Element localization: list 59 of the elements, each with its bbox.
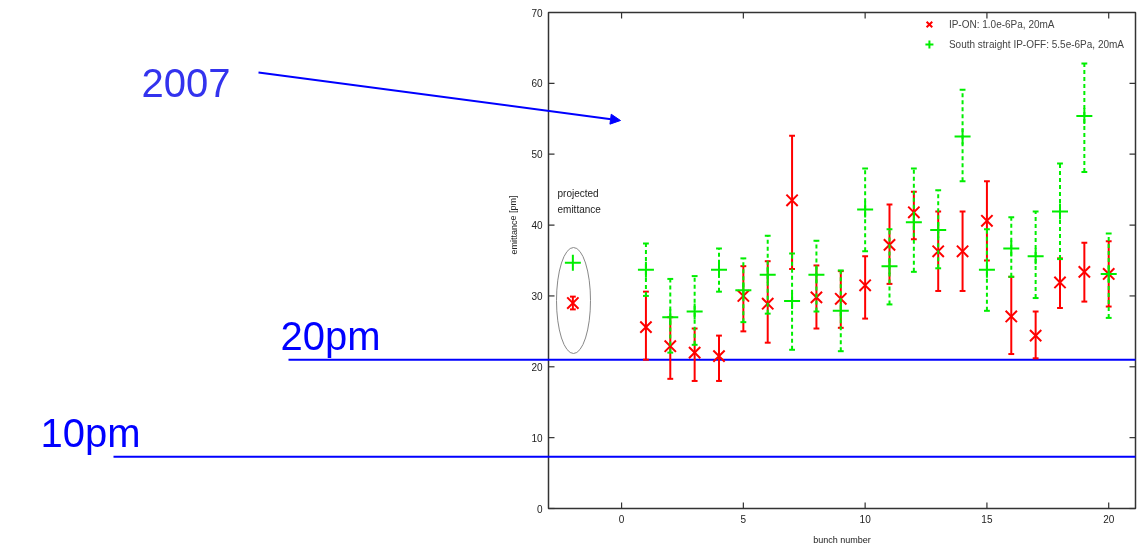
- point: [661, 308, 680, 327]
- point: [1028, 328, 1043, 343]
- legend-label: South straight IP-OFF: 5.5e-6Pa, 20mA: [948, 38, 1124, 50]
- point: [807, 265, 826, 284]
- x-tick-label: 0: [618, 513, 625, 525]
- point: [1077, 265, 1092, 279]
- text: 2007: [141, 60, 231, 105]
- point: [977, 260, 996, 279]
- point: [712, 349, 726, 363]
- point: [636, 260, 655, 279]
- y-tick-label: 20: [531, 361, 543, 373]
- point: [1075, 106, 1094, 125]
- y-tick-label: 40: [531, 220, 543, 232]
- y-tick-label: 30: [531, 290, 543, 302]
- y-tick-label: 70: [531, 7, 543, 19]
- legend-label: IP-ON: 1.0e-6Pa, 20mA: [948, 18, 1055, 30]
- point: [882, 238, 897, 252]
- ref-line-label: 10pm: [40, 410, 141, 455]
- point: [758, 265, 777, 284]
- point: [1004, 309, 1018, 324]
- point: [953, 127, 972, 146]
- x-tick-label: 10: [859, 513, 872, 525]
- annotation: projected emittance: [557, 187, 602, 215]
- point: [904, 213, 923, 232]
- point: [880, 257, 899, 276]
- x-tick-label: 20: [1103, 513, 1115, 525]
- point: [831, 301, 850, 320]
- point: [1053, 275, 1067, 290]
- point: [736, 289, 751, 303]
- point: [809, 290, 824, 304]
- point: [761, 297, 775, 311]
- point: [834, 292, 848, 306]
- point: [1002, 239, 1021, 258]
- point: [1026, 247, 1045, 266]
- point: [639, 320, 653, 334]
- point: [929, 221, 948, 240]
- x-tick-label: 5: [740, 513, 747, 525]
- point: [687, 345, 702, 360]
- point: [955, 244, 970, 258]
- point: [563, 253, 582, 272]
- x-axis-title: bunch number: [813, 534, 871, 545]
- point: [907, 205, 921, 219]
- y-tick-label: 10: [531, 432, 543, 444]
- y-tick-label: 0: [536, 503, 543, 515]
- y-tick-label: 50: [531, 149, 543, 161]
- point: [785, 193, 799, 207]
- point: [856, 200, 875, 219]
- point: [931, 244, 945, 258]
- y-tick-label: 60: [531, 78, 543, 90]
- ref-line-label: 20pm: [280, 313, 381, 358]
- point: [1050, 202, 1069, 221]
- point: [980, 214, 994, 228]
- point: [663, 339, 677, 353]
- point: [858, 278, 872, 292]
- point: [734, 281, 753, 300]
- point: [783, 291, 802, 310]
- y-axis-title: emittance [pm]: [508, 195, 519, 255]
- point: [685, 302, 704, 321]
- x-tick-label: 15: [981, 513, 993, 525]
